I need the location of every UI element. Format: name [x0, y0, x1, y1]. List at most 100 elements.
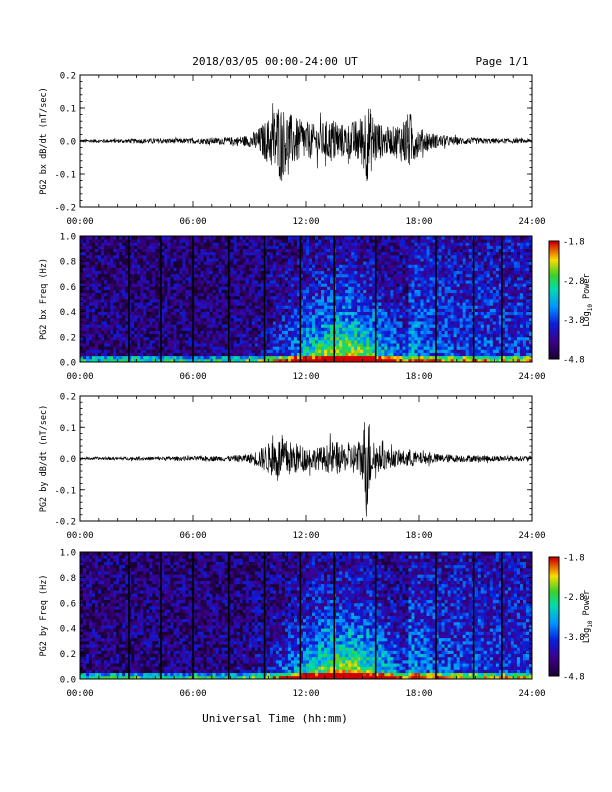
spectrogram-cell [263, 317, 268, 322]
spectrogram-cell [251, 261, 256, 265]
spectrogram-cell [200, 267, 204, 272]
spectrogram-cell [83, 311, 87, 316]
spectrogram-cell [342, 283, 346, 287]
spectrogram-cell [143, 327, 147, 331]
spectrogram-cell [254, 280, 259, 284]
spectrogram-cell [315, 330, 319, 335]
spectrogram-cell [233, 292, 238, 297]
spectrogram-cell [390, 346, 394, 350]
spectrogram-cell [197, 324, 201, 328]
spectrogram-cell [113, 286, 117, 290]
spectrogram-cell [357, 239, 361, 243]
spectrogram-cell [164, 273, 168, 278]
spectrogram-cell [146, 343, 150, 347]
spectrogram-cell [89, 239, 93, 243]
spectrogram-cell [218, 295, 223, 300]
spectrogram-cell [221, 299, 226, 303]
spectrogram-cell [221, 346, 226, 350]
spectrogram-cell [140, 314, 144, 319]
spectrogram-cell [275, 236, 280, 240]
spectrogram-cell [134, 273, 138, 278]
spectrogram-cell [360, 330, 364, 335]
spectrogram-cell [134, 270, 138, 275]
spectrogram-cell [336, 330, 340, 335]
spectrogram-cell [170, 336, 174, 341]
spectrogram-cell [149, 355, 153, 360]
spectrogram-cell [161, 248, 165, 253]
spectrogram-cell [339, 349, 343, 353]
spectrogram-cell [318, 305, 322, 309]
spectrogram-cell [245, 267, 250, 272]
spectrogram-cell [167, 352, 171, 357]
spectrogram-cell [426, 327, 430, 331]
spectrogram-cell [212, 314, 216, 319]
spectrogram-cell [432, 251, 436, 256]
spectrogram-cell [86, 349, 90, 353]
spectrogram-cell [269, 295, 274, 300]
spectrogram-cell [387, 276, 391, 281]
spectrogram-cell [194, 355, 198, 360]
spectrogram-cell [263, 270, 268, 275]
spectrogram-cell [357, 308, 361, 312]
spectrogram-cell [185, 267, 189, 272]
spectrogram-cell [98, 251, 102, 256]
spectrogram-cell [327, 330, 331, 335]
spectrogram-cell [158, 349, 162, 353]
spectrogram-cell [83, 299, 87, 303]
spectrogram-cell [420, 349, 424, 353]
spectrogram-cell [426, 330, 430, 335]
spectrogram-cell [384, 261, 388, 265]
spectrogram-cell [116, 270, 120, 275]
spectrogram-cell [342, 324, 346, 328]
spectrogram-cell [351, 254, 355, 259]
spectrogram-cell [173, 321, 177, 325]
spectrogram-cell [318, 242, 322, 246]
spectrogram-cell [107, 343, 111, 347]
spectrogram-cell [357, 336, 361, 341]
spectrogram-cell [263, 349, 268, 353]
spectrogram-cell [80, 286, 84, 290]
spectrogram-cell [290, 286, 295, 290]
spectrogram-cell [438, 258, 442, 262]
spectrogram-cell [203, 346, 207, 350]
spectrogram-cell [372, 358, 376, 363]
spectrogram-cell [278, 336, 283, 341]
spectrogram-cell [290, 242, 295, 246]
spectrogram-cell [369, 264, 373, 268]
spectrogram-cell [417, 333, 421, 338]
spectrogram-cell [194, 270, 198, 275]
spectrogram-cell [149, 324, 153, 328]
spectrogram-cell [426, 270, 430, 275]
spectrogram-cell [402, 339, 406, 344]
spectrogram-cell [119, 358, 123, 363]
spectrogram-cell [236, 330, 241, 335]
spectrogram-cell [92, 295, 96, 300]
spectrogram-cell [357, 305, 361, 309]
spectrogram-cell [92, 324, 96, 328]
spectrogram-cell [378, 267, 382, 272]
spectrogram-cell [86, 314, 90, 319]
spectrogram-cell [354, 299, 358, 303]
spectrogram-cell [306, 280, 310, 284]
spectrogram-cell [179, 239, 183, 243]
spectrogram-cell [89, 280, 93, 284]
spectrogram-cell [161, 267, 165, 272]
spectrogram-cell [233, 258, 238, 262]
spectrogram-cell [218, 283, 223, 287]
spectrogram-cell [315, 286, 319, 290]
spectrogram-cell [284, 352, 289, 357]
spectrogram-cell [212, 311, 216, 316]
spectrogram-cell [122, 283, 126, 287]
spectrogram-cell [324, 276, 328, 281]
spectrogram-cell [92, 339, 96, 344]
spectrogram-cell [420, 239, 424, 243]
spectrogram-cell [224, 336, 229, 341]
spectrogram-cell [321, 248, 325, 253]
spectrogram-cell [239, 324, 244, 328]
spectrogram-cell [257, 254, 262, 259]
spectrogram-cell [417, 267, 421, 272]
spectrogram-cell [107, 267, 111, 272]
spectrogram-cell [104, 327, 108, 331]
spectrogram-cell [327, 358, 331, 363]
spectrogram-cell [179, 251, 183, 256]
